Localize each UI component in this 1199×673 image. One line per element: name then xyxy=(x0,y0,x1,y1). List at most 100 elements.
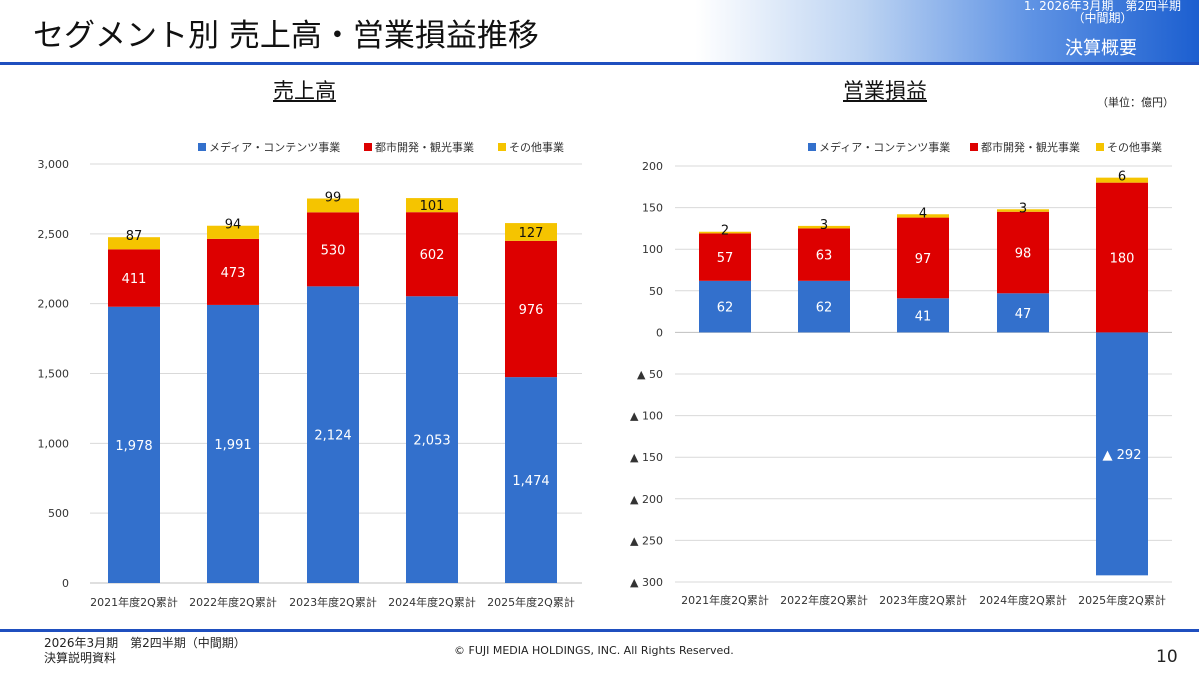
op-y-tick-label: 150 xyxy=(642,202,663,215)
sales-bar-urban xyxy=(505,240,557,378)
op-bar-media xyxy=(1096,332,1148,576)
footer-doc-info: 2026年3月期 第2四半期（中間期） 決算説明資料 xyxy=(44,636,246,666)
sales-y-tick-label: 0 xyxy=(62,577,69,590)
footer-line2: 決算説明資料 xyxy=(44,651,117,665)
operating-profit-chart-title: 営業損益 xyxy=(843,79,927,103)
op-y-tick-label: ▲ 300 xyxy=(630,576,663,589)
op-data-label: 3 xyxy=(820,218,828,233)
sales-bar-media xyxy=(108,306,160,583)
sales-bar-other xyxy=(307,198,359,213)
sales-data-label: 87 xyxy=(126,229,143,244)
sales-data-label: 602 xyxy=(420,248,445,263)
op-bar-urban xyxy=(1096,182,1148,333)
op-bar-other xyxy=(798,225,850,229)
sales-data-label: 976 xyxy=(519,303,544,318)
op-x-tick-label: 2023年度2Q累計 xyxy=(879,593,967,607)
op-data-label: 4 xyxy=(919,206,927,221)
op-data-label: 62 xyxy=(816,301,833,316)
sales-y-tick-label: 2,000 xyxy=(38,298,70,311)
op-bar-other xyxy=(1096,177,1148,183)
header-period-line1: 1. 2026年3月期 第2四半期 xyxy=(1023,0,1181,13)
sales-bar-urban xyxy=(207,238,259,305)
sales-data-label: 1,474 xyxy=(512,474,549,489)
sales-data-label: 2,124 xyxy=(314,429,351,444)
sales-data-label: 1,991 xyxy=(214,438,251,453)
sales-bar-other xyxy=(406,198,458,213)
op-x-tick-label: 2022年度2Q累計 xyxy=(780,593,868,607)
header-period: 1. 2026年3月期 第2四半期 （中間期） xyxy=(1024,0,1181,24)
op-data-label: 57 xyxy=(717,251,734,266)
op-y-tick-label: 0 xyxy=(656,326,663,339)
op-data-label: 98 xyxy=(1015,247,1032,262)
sales-legend-label: メディア・コンテンツ事業 xyxy=(209,140,340,154)
sales-legend-swatch xyxy=(364,143,372,151)
op-bar-other xyxy=(699,231,751,234)
sales-y-tick-label: 1,000 xyxy=(38,437,70,450)
op-y-tick-label: 200 xyxy=(642,160,663,173)
sales-data-label: 411 xyxy=(122,272,147,287)
op-data-label: 6 xyxy=(1118,170,1126,185)
op-y-tick-label: ▲ 50 xyxy=(637,368,663,381)
op-data-label: 47 xyxy=(1015,307,1032,322)
header-section-label: 決算概要 xyxy=(1065,38,1137,59)
op-data-label: 180 xyxy=(1110,252,1135,267)
header-banner xyxy=(0,0,1199,62)
sales-data-label: 473 xyxy=(221,266,246,281)
op-bar-urban xyxy=(798,228,850,281)
sales-x-tick-label: 2021年度2Q累計 xyxy=(90,595,178,609)
op-data-label: 41 xyxy=(915,309,932,324)
sales-data-label: 99 xyxy=(325,190,342,205)
op-data-label: 2 xyxy=(721,224,729,239)
op-data-label: 62 xyxy=(717,301,734,316)
op-y-tick-label: ▲ 100 xyxy=(630,410,663,423)
op-legend-swatch xyxy=(1096,143,1104,151)
op-data-label: ▲ 292 xyxy=(1103,448,1142,463)
sales-y-tick-label: 2,500 xyxy=(38,228,70,241)
sales-x-tick-label: 2025年度2Q累計 xyxy=(487,595,575,609)
sales-x-tick-label: 2022年度2Q累計 xyxy=(189,595,277,609)
sales-bar-media xyxy=(406,296,458,583)
unit-label: （単位：億円） xyxy=(1097,96,1174,109)
sales-bar-other xyxy=(207,225,259,239)
page-title: セグメント別 売上高・営業損益推移 xyxy=(33,18,539,54)
op-bar-other xyxy=(897,214,949,218)
sales-legend-swatch xyxy=(198,143,206,151)
sales-chart-title: 売上高 xyxy=(273,79,336,103)
sales-bar-media xyxy=(307,286,359,583)
op-x-tick-label: 2021年度2Q累計 xyxy=(681,593,769,607)
header-period-line2: （中間期） xyxy=(1072,11,1133,25)
sales-data-label: 1,978 xyxy=(115,439,152,454)
sales-bar-urban xyxy=(108,249,160,307)
sales-x-tick-label: 2024年度2Q累計 xyxy=(388,595,476,609)
op-legend-label: メディア・コンテンツ事業 xyxy=(819,140,950,154)
op-bar-media xyxy=(997,293,1049,333)
footer-copyright: © FUJI MEDIA HOLDINGS, INC. All Rights R… xyxy=(454,644,734,657)
sales-bar-other xyxy=(505,223,557,241)
op-x-tick-label: 2025年度2Q累計 xyxy=(1078,593,1166,607)
sales-bar-other xyxy=(108,237,160,250)
op-bar-media xyxy=(699,280,751,333)
op-y-tick-label: 50 xyxy=(649,285,663,298)
footer-line1: 2026年3月期 第2四半期（中間期） xyxy=(44,636,246,650)
op-y-tick-label: ▲ 200 xyxy=(630,493,663,506)
op-bar-media xyxy=(897,298,949,333)
sales-bar-urban xyxy=(406,212,458,297)
sales-data-label: 94 xyxy=(225,218,242,233)
sales-legend-swatch xyxy=(498,143,506,151)
op-x-tick-label: 2024年度2Q累計 xyxy=(979,593,1067,607)
header-divider xyxy=(0,62,1199,65)
sales-data-label: 101 xyxy=(420,199,445,214)
page-number: 10 xyxy=(1156,647,1178,667)
sales-bar-media xyxy=(207,304,259,583)
sales-bar-urban xyxy=(307,212,359,287)
footer-divider xyxy=(0,629,1199,632)
op-bar-media xyxy=(798,280,850,333)
op-y-tick-label: 100 xyxy=(642,243,663,256)
sales-y-tick-label: 1,500 xyxy=(38,368,70,381)
op-data-label: 63 xyxy=(816,249,833,264)
sales-legend-label: 都市開発・観光事業 xyxy=(375,140,474,154)
sales-x-tick-label: 2023年度2Q累計 xyxy=(289,595,377,609)
sales-data-label: 127 xyxy=(519,226,544,241)
op-legend-swatch xyxy=(970,143,978,151)
